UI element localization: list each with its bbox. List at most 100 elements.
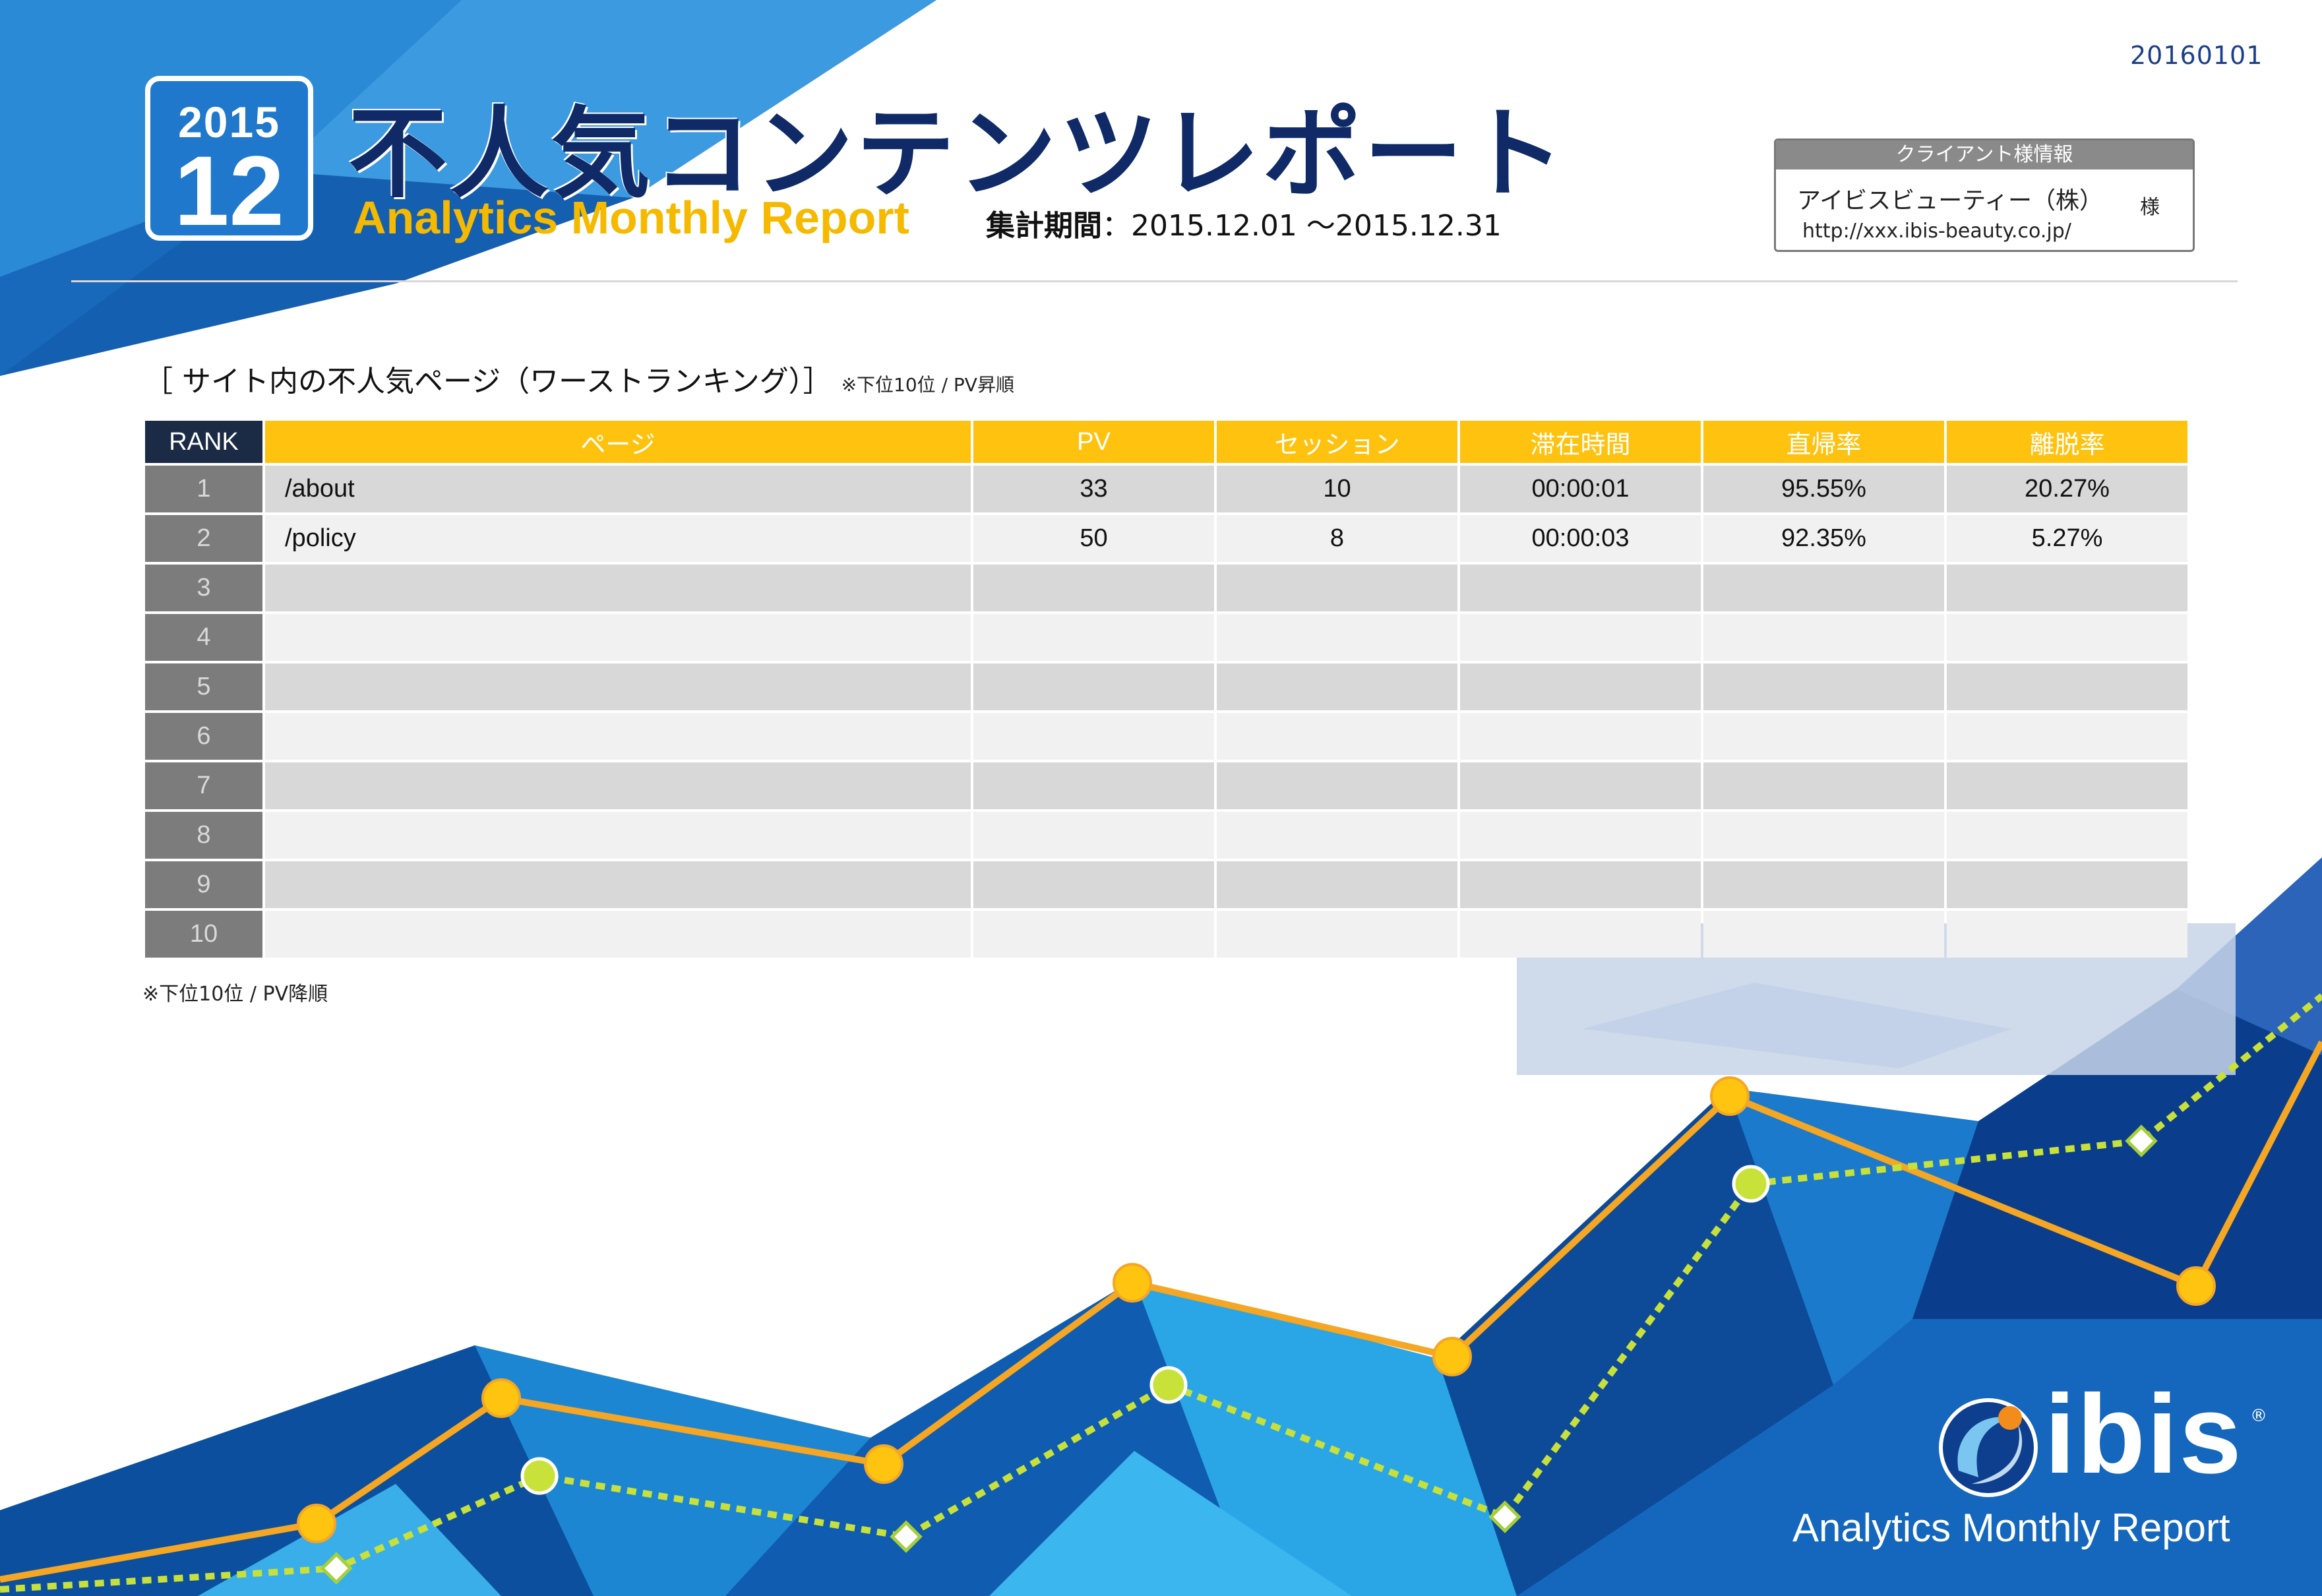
bounce-cell [1703, 614, 1944, 661]
logo-tagline: Analytics Monthly Report [1792, 1506, 2230, 1550]
exit-cell [1947, 565, 2187, 611]
client-info-box: クライアント様情報 アイビスビューティー（株） 様 http://xxx.ibi… [1774, 138, 2195, 252]
client-url: http://xxx.ibis-beauty.co.jp/ [1802, 220, 2071, 243]
table-footnote: ※下位10位 / PV降順 [142, 983, 328, 1006]
period-value: ：2015.12.01 ～2015.12.31 [1102, 209, 1502, 243]
time-cell: 00:00:03 [1460, 515, 1701, 562]
time-cell [1460, 861, 1701, 908]
time-cell [1460, 911, 1701, 958]
table-row: 7 [145, 762, 2187, 809]
rank-cell: 5 [145, 663, 262, 710]
pv-cell: 33 [973, 466, 1214, 512]
table-row: 3 [145, 565, 2187, 611]
date-badge: 2015 12 [145, 76, 313, 241]
client-name: アイビスビューティー（株） [1797, 187, 2104, 214]
sessions-cell [1217, 762, 1457, 809]
page-subtitle: Analytics Monthly Report [353, 192, 909, 243]
badge-year: 2015 [178, 98, 280, 146]
table-row: 5 [145, 663, 2187, 710]
exit-cell [1947, 812, 2187, 859]
bounce-cell [1703, 762, 1944, 809]
time-cell: 00:00:01 [1460, 466, 1701, 512]
page-cell: /policy [265, 515, 971, 562]
badge-month: 12 [174, 135, 284, 246]
rank-cell: 2 [145, 515, 262, 562]
bounce-cell [1703, 911, 1944, 958]
rank-cell: 4 [145, 614, 262, 661]
table-header-row: RANK ページ PV セッション 滞在時間 直帰率 離脱率 [145, 421, 2187, 463]
page-cell [265, 812, 971, 859]
table-row: 9 [145, 861, 2187, 908]
page-title: 不人気コンテンツレポート [348, 97, 1568, 212]
bounce-cell: 95.55% [1703, 466, 1944, 512]
sessions-cell [1217, 713, 1457, 760]
period-label: 集計期間 [986, 209, 1102, 243]
page-cell [265, 861, 971, 908]
pv-cell [973, 812, 1214, 859]
rank-cell: 7 [145, 762, 262, 809]
exit-cell [1947, 614, 2187, 661]
exit-cell [1947, 911, 2187, 958]
exit-cell [1947, 762, 2187, 809]
sessions-cell [1217, 812, 1457, 859]
table-row: 8 [145, 812, 2187, 859]
bounce-cell [1703, 713, 1944, 760]
page-cell [265, 614, 971, 661]
page-cell [265, 762, 971, 809]
pv-cell [973, 713, 1214, 760]
pv-cell [973, 911, 1214, 958]
col-header-exit: 離脱率 [1947, 421, 2187, 463]
table-row: 2 /policy 50 8 00:00:03 92.35% 5.27% [145, 515, 2187, 562]
rank-cell: 8 [145, 812, 262, 859]
sessions-cell [1217, 861, 1457, 908]
header-divider [71, 280, 2238, 282]
table-row: 10 [145, 911, 2187, 958]
pv-cell [973, 861, 1214, 908]
sessions-cell [1217, 911, 1457, 958]
exit-cell [1947, 663, 2187, 710]
time-cell [1460, 565, 1701, 611]
client-info-heading: クライアント様情報 [1776, 140, 2193, 169]
pv-cell [973, 614, 1214, 661]
logo-wordmark: ibis [2044, 1372, 2243, 1497]
col-header-sessions: セッション [1217, 421, 1457, 463]
table-row: 4 [145, 614, 2187, 661]
bounce-cell [1703, 663, 1944, 710]
exit-cell [1947, 713, 2187, 760]
rank-cell: 10 [145, 911, 262, 958]
sessions-cell: 8 [1217, 515, 1457, 562]
registered-mark: ® [2250, 1406, 2267, 1426]
time-cell [1460, 614, 1701, 661]
client-honorific: 様 [2140, 196, 2160, 219]
section-title-text: ［ サイト内の不人気ページ（ワーストランキング）］ [144, 365, 832, 398]
page-cell [265, 663, 971, 710]
pv-cell: 50 [973, 515, 1214, 562]
ranking-table: RANK ページ PV セッション 滞在時間 直帰率 離脱率 1 /about … [142, 418, 2190, 960]
page-cell [265, 911, 971, 958]
report-id: 20160101 [2130, 41, 2263, 70]
section-note: ※下位10位 / PV昇順 [841, 374, 1014, 396]
page-cell [265, 713, 971, 760]
bounce-cell [1703, 812, 1944, 859]
bounce-cell [1703, 565, 1944, 611]
ibis-swirl-logo-icon [1939, 1398, 2038, 1497]
bounce-cell [1703, 861, 1944, 908]
page-cell [265, 565, 971, 611]
time-cell [1460, 663, 1701, 710]
sessions-cell [1217, 565, 1457, 611]
exit-cell [1947, 861, 2187, 908]
rank-cell: 1 [145, 466, 262, 512]
time-cell [1460, 812, 1701, 859]
pv-cell [973, 762, 1214, 809]
rank-cell: 9 [145, 861, 262, 908]
sessions-cell [1217, 663, 1457, 710]
table-row: 6 [145, 713, 2187, 760]
pv-cell [973, 663, 1214, 710]
col-header-rank: RANK [145, 421, 262, 463]
time-cell [1460, 762, 1701, 809]
exit-cell: 20.27% [1947, 466, 2187, 512]
rank-cell: 3 [145, 565, 262, 611]
col-header-page: ページ [265, 421, 971, 463]
page-cell: /about [265, 466, 971, 512]
